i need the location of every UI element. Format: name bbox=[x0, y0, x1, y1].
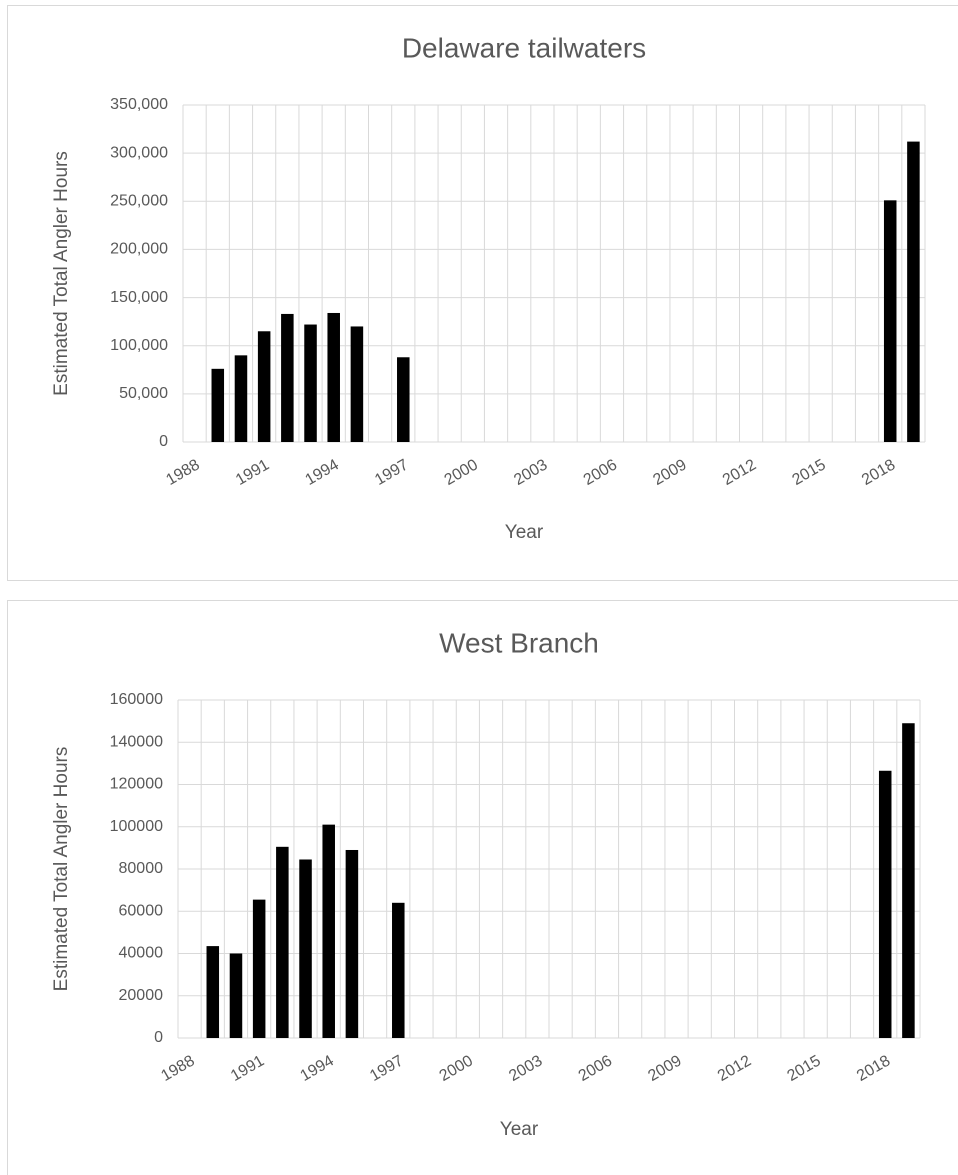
bar bbox=[299, 859, 312, 1038]
x-tick-label: 1994 bbox=[298, 1052, 337, 1085]
y-tick-label: 80000 bbox=[119, 860, 164, 877]
bar bbox=[907, 141, 920, 443]
chart-frame bbox=[7, 600, 958, 1175]
bar bbox=[229, 953, 243, 1038]
x-tick-label: 1991 bbox=[228, 1052, 267, 1085]
y-tick-label: 20000 bbox=[119, 987, 164, 1004]
y-tick-label: 300,000 bbox=[110, 144, 168, 161]
y-axis-title: Estimated Total Angler Hours bbox=[51, 151, 72, 396]
x-tick-label: 2015 bbox=[784, 1052, 823, 1085]
y-tick-label: 0 bbox=[154, 1029, 163, 1046]
x-tick-label: 2018 bbox=[854, 1052, 893, 1085]
chart-title: Delaware tailwaters bbox=[402, 32, 646, 63]
x-tick-label: 1994 bbox=[303, 456, 342, 489]
x-tick-label: 1997 bbox=[367, 1052, 406, 1085]
x-tick-label: 1988 bbox=[163, 456, 202, 489]
y-tick-label: 150,000 bbox=[110, 289, 168, 306]
x-tick-label: 2015 bbox=[789, 456, 828, 489]
bar bbox=[281, 313, 294, 442]
bar bbox=[234, 355, 248, 442]
chart-title: West Branch bbox=[439, 627, 599, 658]
y-tick-label: 350,000 bbox=[110, 96, 168, 113]
y-tick-label: 160000 bbox=[110, 691, 163, 708]
x-tick-label: 2006 bbox=[576, 1052, 615, 1085]
y-tick-label: 0 bbox=[159, 433, 168, 450]
x-tick-label: 1997 bbox=[372, 456, 411, 489]
bar bbox=[322, 824, 335, 1038]
bar bbox=[257, 331, 271, 442]
x-tick-label: 2006 bbox=[581, 456, 620, 489]
bar bbox=[392, 902, 405, 1038]
x-axis-title: Year bbox=[500, 1119, 539, 1140]
bar bbox=[252, 899, 266, 1038]
x-tick-label: 2009 bbox=[650, 456, 689, 489]
y-tick-label: 100000 bbox=[110, 818, 163, 835]
bar bbox=[397, 357, 410, 442]
y-tick-label: 250,000 bbox=[110, 193, 168, 210]
chart-frame bbox=[7, 5, 958, 581]
x-tick-label: 2012 bbox=[715, 1052, 754, 1085]
y-tick-label: 40000 bbox=[119, 945, 164, 962]
x-tick-label: 2000 bbox=[442, 456, 481, 489]
y-tick-label: 120000 bbox=[110, 776, 163, 793]
x-tick-label: 2009 bbox=[645, 1052, 684, 1085]
x-tick-label: 2000 bbox=[437, 1052, 476, 1085]
x-tick-label: 2012 bbox=[720, 456, 759, 489]
y-tick-label: 100,000 bbox=[110, 337, 168, 354]
x-tick-label: 2003 bbox=[511, 456, 550, 489]
bar bbox=[902, 723, 915, 1038]
bar bbox=[211, 368, 225, 442]
x-tick-label: 2018 bbox=[859, 456, 898, 489]
y-tick-label: 50,000 bbox=[119, 385, 168, 402]
bar bbox=[276, 846, 289, 1038]
bar bbox=[345, 849, 359, 1038]
bar bbox=[206, 946, 220, 1038]
y-tick-label: 60000 bbox=[119, 902, 164, 919]
y-axis-title: Estimated Total Angler Hours bbox=[51, 747, 72, 992]
y-tick-label: 140000 bbox=[110, 733, 163, 750]
bar bbox=[878, 770, 892, 1038]
bar bbox=[883, 200, 897, 442]
x-tick-label: 1988 bbox=[158, 1052, 197, 1085]
x-axis-title: Year bbox=[505, 522, 544, 543]
x-tick-label: 1991 bbox=[233, 456, 272, 489]
bar bbox=[350, 326, 364, 442]
y-tick-label: 200,000 bbox=[110, 241, 168, 258]
bar bbox=[304, 324, 317, 442]
x-tick-label: 2003 bbox=[506, 1052, 545, 1085]
bar bbox=[327, 312, 340, 442]
